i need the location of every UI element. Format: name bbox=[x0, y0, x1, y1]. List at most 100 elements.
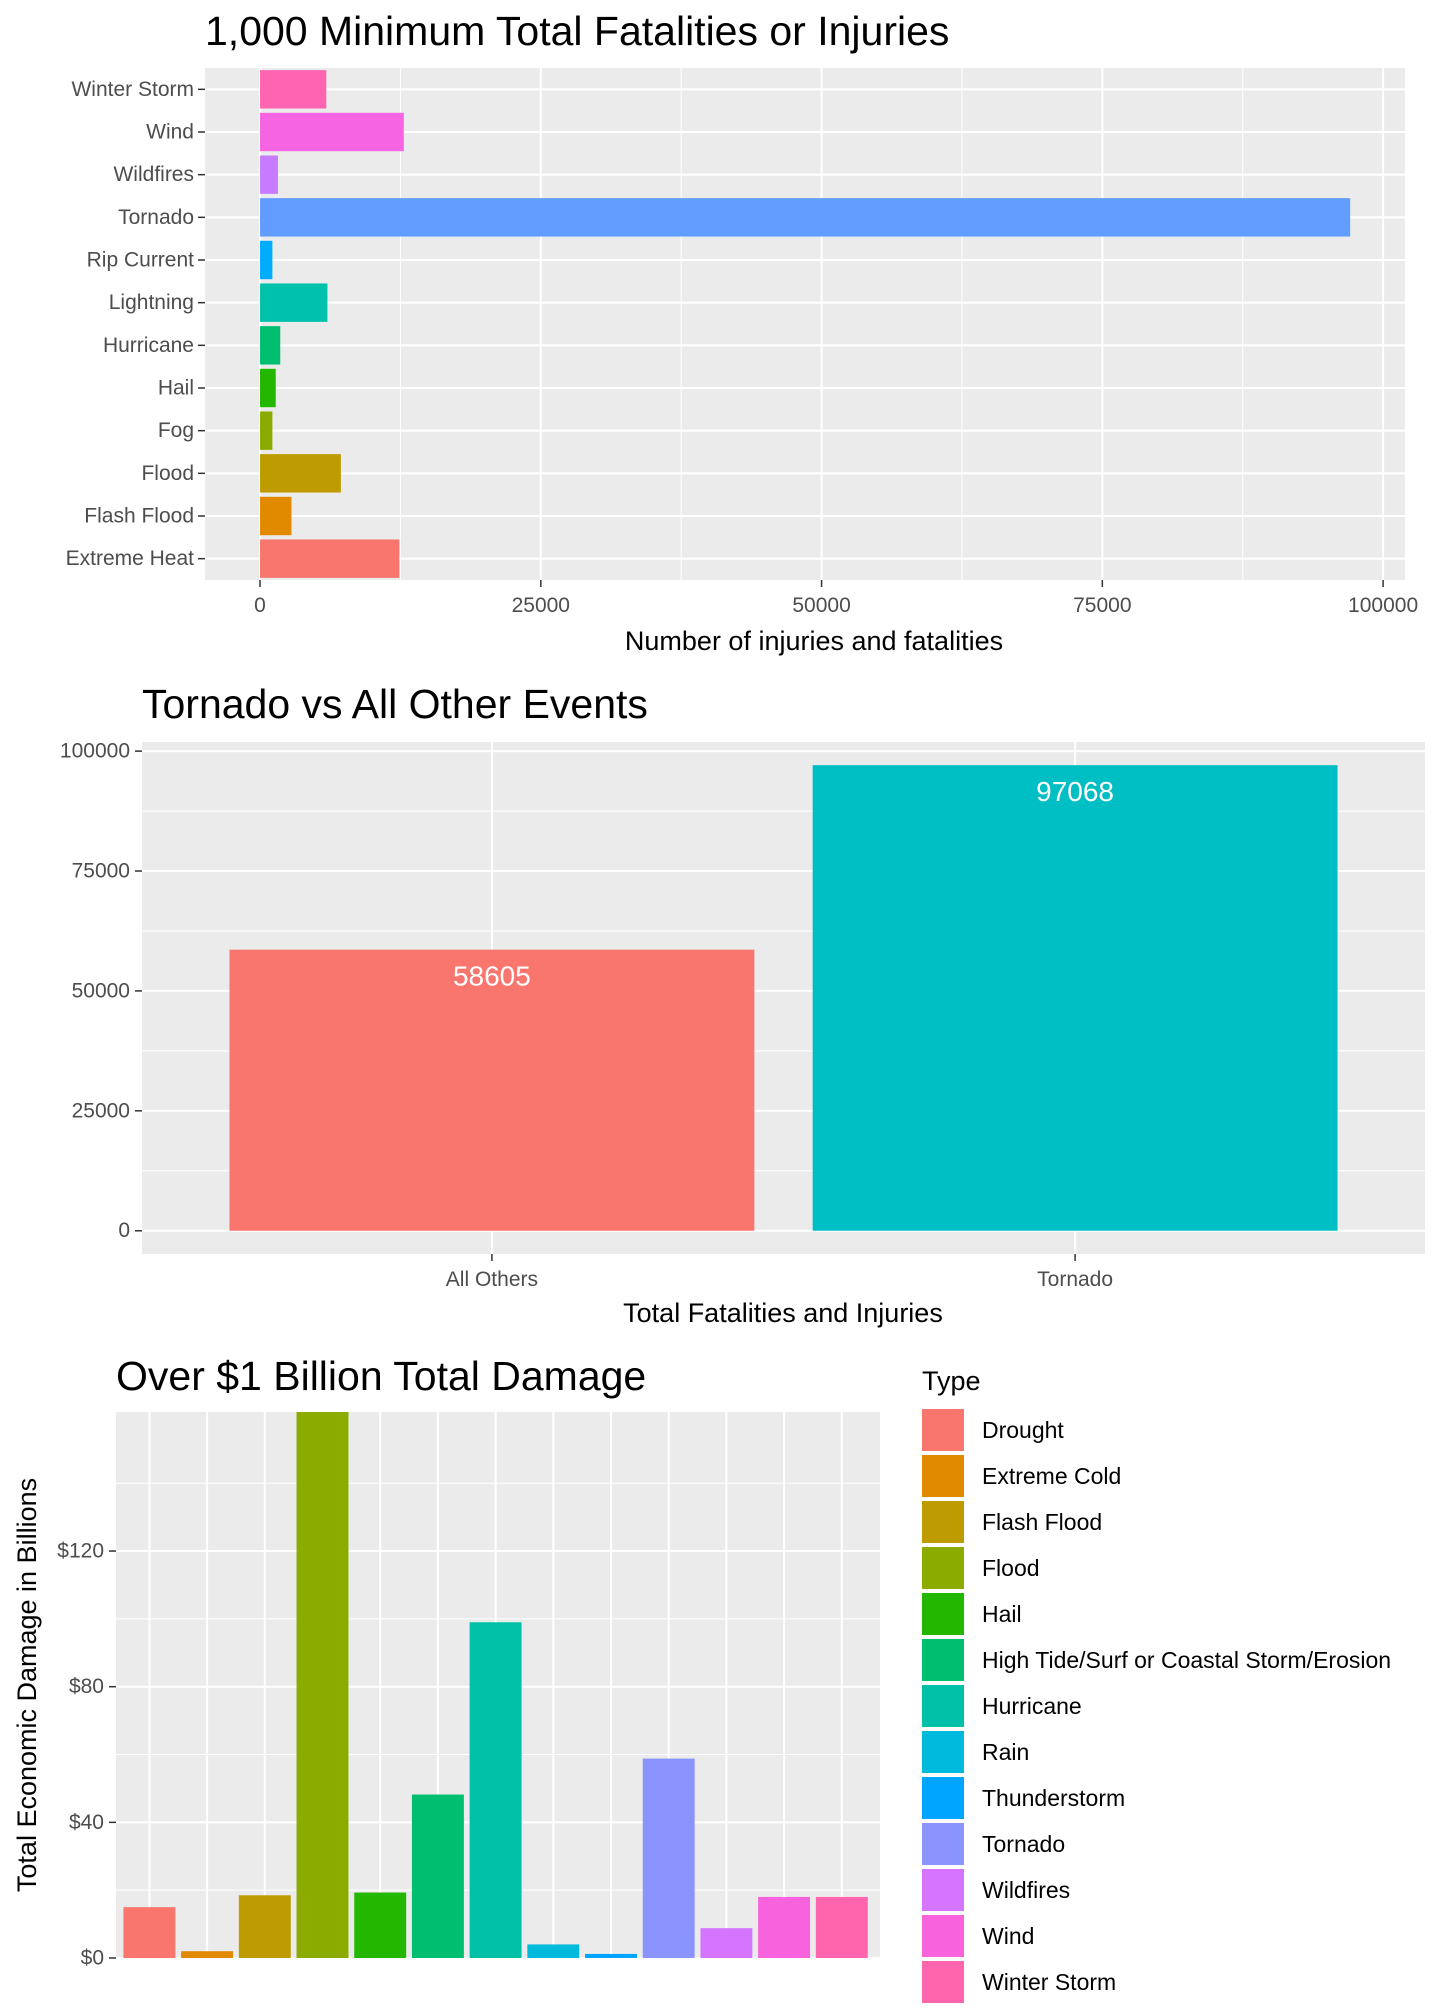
x-tick-label: 75000 bbox=[1073, 594, 1131, 617]
legend-label: Winter Storm bbox=[982, 1969, 1116, 1995]
y-tick-label: Tornado bbox=[118, 206, 194, 229]
x-tick-label: 25000 bbox=[512, 594, 570, 617]
chart-1-x-axis-title: Number of injuries and fatalities bbox=[625, 626, 1003, 656]
legend-key-hail bbox=[922, 1593, 964, 1635]
gridlines-1 bbox=[205, 68, 1405, 580]
bar-lightning bbox=[260, 283, 328, 322]
legend-label: Wind bbox=[982, 1923, 1034, 1949]
bar-tornado bbox=[260, 198, 1351, 237]
legend-key-extreme-cold bbox=[922, 1455, 964, 1497]
bar-tornado bbox=[642, 1758, 695, 1958]
chart-2-title: Tornado vs All Other Events bbox=[142, 681, 648, 727]
legend-label: Wildfires bbox=[982, 1877, 1070, 1903]
bar-hail bbox=[354, 1892, 407, 1958]
bar-high-tide-surf-or-coastal-storm-erosion bbox=[411, 1794, 464, 1958]
y-tick-label: Flash Flood bbox=[84, 505, 194, 528]
legend-key-wind bbox=[922, 1915, 964, 1957]
chart-2-x-axis-title: Total Fatalities and Injuries bbox=[623, 1298, 943, 1328]
y-tick-label: Lightning bbox=[109, 291, 194, 314]
y-tick-label: Hail bbox=[158, 377, 194, 400]
legend-label: Extreme Cold bbox=[982, 1463, 1121, 1489]
y-tick-label: 100000 bbox=[60, 740, 130, 763]
chart-1-title: 1,000 Minimum Total Fatalities or Injuri… bbox=[205, 8, 949, 54]
legend-label: Hail bbox=[982, 1601, 1022, 1627]
data-label: 97068 bbox=[1036, 776, 1114, 807]
data-labels-2: 58605 97068 bbox=[453, 776, 1114, 991]
bar-winter-storm bbox=[260, 70, 327, 109]
legend-title: Type bbox=[922, 1366, 981, 1396]
bar-hail bbox=[260, 368, 276, 408]
y-tick-label: 0 bbox=[118, 1219, 130, 1242]
legend-label: High Tide/Surf or Coastal Storm/Erosion bbox=[982, 1647, 1391, 1673]
legend-label: Hurricane bbox=[982, 1693, 1082, 1719]
legend-key-drought bbox=[922, 1409, 964, 1451]
y-tick-label: Extreme Heat bbox=[66, 547, 195, 570]
legend-key-tornado bbox=[922, 1823, 964, 1865]
legend-key-rain bbox=[922, 1731, 964, 1773]
x-tick-label: All Others bbox=[446, 1268, 538, 1291]
legend-key-thunderstorm bbox=[922, 1777, 964, 1819]
bar-flood bbox=[260, 454, 341, 493]
bar-extreme-cold bbox=[181, 1951, 234, 1958]
chart-3-title: Over $1 Billion Total Damage bbox=[116, 1353, 646, 1399]
y-tick-label: Wind bbox=[146, 121, 194, 144]
bar-thunderstorm bbox=[585, 1953, 637, 1958]
legend-label: Tornado bbox=[982, 1831, 1065, 1857]
y-tick-label: Hurricane bbox=[103, 334, 194, 357]
bar-wind bbox=[758, 1896, 811, 1958]
bars-2 bbox=[229, 765, 1338, 1231]
bar-wildfires bbox=[260, 155, 278, 194]
bar-extreme-heat bbox=[260, 539, 400, 578]
legend-key-winter-storm bbox=[922, 1961, 964, 2003]
bar-wildfires bbox=[700, 1928, 753, 1958]
y-tick-label: $80 bbox=[69, 1675, 104, 1698]
bar-hurricane bbox=[260, 326, 281, 365]
bar-winter-storm bbox=[815, 1896, 868, 1958]
y-tick-label: 75000 bbox=[72, 860, 130, 883]
plot-panel-1 bbox=[205, 68, 1405, 580]
bars-3 bbox=[123, 1412, 868, 1958]
bar-flash-flood bbox=[238, 1895, 291, 1958]
chart-tornado-vs-others: Tornado vs All Other Events 58605 97068 0… bbox=[60, 681, 1425, 1328]
chart-fatalities-injuries: 1,000 Minimum Total Fatalities or Injuri… bbox=[66, 8, 1419, 656]
bar-drought bbox=[123, 1907, 176, 1958]
bar-all-others bbox=[229, 949, 755, 1231]
bars-1 bbox=[260, 70, 1351, 578]
bar-rip-current bbox=[260, 240, 273, 280]
bar-flash-flood bbox=[260, 496, 292, 536]
legend-key-hurricane bbox=[922, 1685, 964, 1727]
y-tick-label: 50000 bbox=[72, 979, 130, 1002]
axis-ticks-2: 0 25000 50000 75000 100000 All Others Tornado bbox=[60, 740, 1113, 1291]
x-tick-label: Tornado bbox=[1037, 1268, 1113, 1291]
legend-key-flood bbox=[922, 1547, 964, 1589]
chart-economic-damage: Over $1 Billion Total Damage $0 $40 $80 $12… bbox=[12, 1353, 1391, 2003]
legend-label: Flash Flood bbox=[982, 1509, 1102, 1535]
y-tick-label: $40 bbox=[69, 1811, 104, 1834]
x-tick-label: 50000 bbox=[792, 594, 850, 617]
y-tick-label: Winter Storm bbox=[71, 78, 194, 101]
legend-key-wildfires bbox=[922, 1869, 964, 1911]
legend-key-flash-flood bbox=[922, 1501, 964, 1543]
y-tick-label: $120 bbox=[57, 1540, 104, 1563]
chart-3-y-axis-title: Total Economic Damage in Billions bbox=[12, 1478, 42, 1892]
bar-hurricane bbox=[469, 1622, 522, 1958]
bar-flood bbox=[296, 1412, 349, 1958]
y-tick-label: Wildfires bbox=[113, 163, 194, 186]
y-tick-label: $0 bbox=[81, 1947, 104, 1970]
y-tick-label: 25000 bbox=[72, 1099, 130, 1122]
y-tick-label: Rip Current bbox=[87, 249, 195, 272]
x-tick-label: 0 bbox=[254, 594, 266, 617]
axis-ticks-1: Extreme Heat Flash Flood Flood Fog Hail Hurri… bbox=[66, 78, 1419, 617]
y-tick-label: Fog bbox=[158, 419, 194, 442]
axis-ticks-3: $0 $40 $80 $120 bbox=[57, 1540, 116, 1970]
bar-rain bbox=[527, 1944, 580, 1958]
bar-wind bbox=[260, 112, 404, 152]
y-tick-label: Flood bbox=[141, 462, 194, 485]
x-tick-label: 100000 bbox=[1348, 594, 1418, 617]
bar-fog bbox=[260, 411, 273, 450]
legend: Type Drought Extreme Cold Flash Flood Flood… bbox=[922, 1366, 1391, 2003]
legend-label: Thunderstorm bbox=[982, 1785, 1125, 1811]
legend-label: Rain bbox=[982, 1739, 1029, 1765]
bar-tornado bbox=[812, 765, 1338, 1231]
